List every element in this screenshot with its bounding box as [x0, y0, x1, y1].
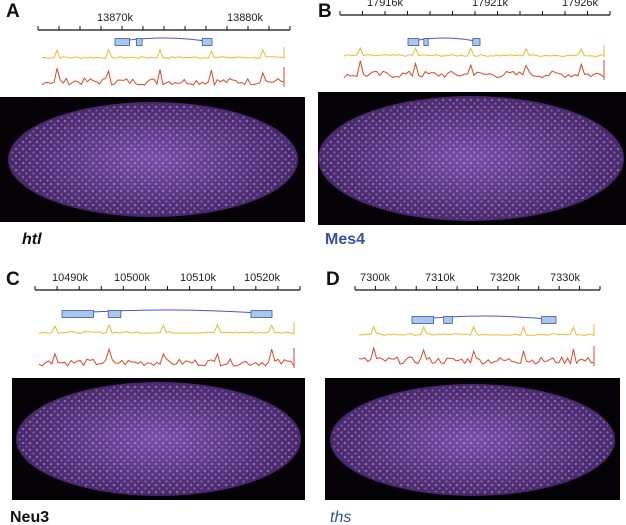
yellow-track	[38, 323, 295, 334]
panel-letter: C	[6, 269, 20, 290]
red-track	[343, 60, 605, 79]
panel: B 17916k 17921k 17926k Mes4	[318, 0, 626, 248]
yellow-track	[41, 48, 285, 59]
coordinate-label: 10500k	[114, 272, 151, 284]
yellow-track	[358, 325, 595, 336]
exon	[61, 310, 94, 318]
panel-letter: A	[6, 1, 20, 22]
gene-name: ths	[330, 509, 351, 525]
coordinate-label: 17921k	[472, 0, 509, 9]
gene-name: Neu3	[10, 509, 49, 525]
coordinate-label: 7330k	[550, 272, 580, 284]
panel-letter: D	[326, 269, 340, 290]
exon	[107, 310, 122, 318]
coordinate-label: 7300k	[360, 272, 390, 284]
gene-name: Mes4	[325, 231, 365, 248]
red-track	[38, 347, 295, 367]
panel: C 10490k 10500k 10510k 10520k Neu3	[6, 269, 305, 525]
coordinate-label: 10520k	[244, 272, 281, 284]
red-track	[358, 346, 595, 365]
gene-name: htl	[22, 231, 42, 248]
exon	[114, 38, 130, 46]
exon	[423, 38, 429, 46]
yellow-track	[343, 46, 605, 57]
panel-letter: B	[318, 1, 332, 22]
panel: A 13870k 13880k htl	[0, 1, 305, 248]
coordinate-label: 17916k	[367, 0, 404, 9]
exon	[201, 38, 213, 46]
exon	[472, 38, 481, 46]
exon	[135, 38, 143, 46]
red-track	[41, 68, 285, 87]
exon	[411, 316, 435, 324]
embryo-nuclei	[10, 104, 296, 215]
exon	[541, 316, 557, 324]
coordinate-label: 7310k	[425, 272, 455, 284]
panel: D 7300k 7310k 7320k 7330k ths	[325, 269, 620, 525]
coordinate-label: 13880k	[227, 12, 264, 24]
coordinate-label: 17926k	[562, 0, 599, 9]
exon	[443, 316, 453, 324]
coordinate-label: 13870k	[97, 12, 134, 24]
embryo-nuclei	[320, 98, 622, 219]
exon	[407, 38, 420, 46]
embryo-nuclei	[18, 384, 299, 494]
coordinate-label: 10490k	[52, 272, 89, 284]
embryo-nuclei	[332, 386, 613, 494]
exon	[250, 310, 273, 318]
coordinate-label: 7320k	[490, 272, 520, 284]
coordinate-label: 10510k	[180, 272, 217, 284]
